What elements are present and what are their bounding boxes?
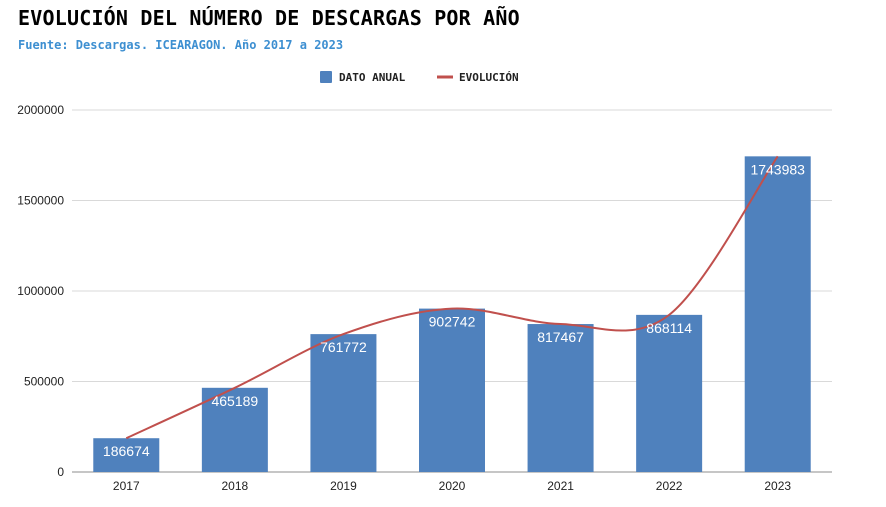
data-label-2021: 817467 xyxy=(537,329,584,345)
data-label-2022: 868114 xyxy=(646,320,692,336)
bar-2018 xyxy=(201,387,268,472)
line-series xyxy=(125,155,779,440)
legend-label-bar: DATO ANUAL xyxy=(339,71,406,84)
data-label-2019: 761772 xyxy=(320,339,367,355)
bar-2021 xyxy=(527,324,594,472)
x-tick-label: 2021 xyxy=(547,479,574,493)
bar-series xyxy=(93,156,811,472)
chart-title: EVOLUCIÓN DEL NÚMERO DE DESCARGAS POR AÑ… xyxy=(18,6,520,30)
bar-2019 xyxy=(310,334,377,472)
y-tick-label: 0 xyxy=(57,465,64,479)
data-label-2017: 186674 xyxy=(103,443,150,459)
x-axis-ticks: 2017 2018 2019 2020 2021 2022 2023 xyxy=(113,479,791,493)
legend-swatch-bar xyxy=(320,71,332,83)
data-label-2023: 1743983 xyxy=(750,161,805,177)
bar-2023 xyxy=(744,156,811,472)
data-label-2018: 465189 xyxy=(211,393,258,409)
x-tick-label: 2018 xyxy=(222,479,249,493)
y-tick-label: 500000 xyxy=(24,375,64,389)
y-tick-label: 2000000 xyxy=(17,103,64,117)
x-tick-label: 2022 xyxy=(656,479,683,493)
x-tick-label: 2023 xyxy=(764,479,791,493)
evolution-line xyxy=(125,155,779,440)
x-tick-label: 2019 xyxy=(330,479,357,493)
legend-label-line: EVOLUCIÓN xyxy=(459,71,519,84)
chart-subtitle: Fuente: Descargas. ICEARAGON. Año 2017 a… xyxy=(18,38,344,52)
legend: DATO ANUAL EVOLUCIÓN xyxy=(320,71,519,84)
bar-2017 xyxy=(93,438,160,472)
y-tick-label: 1000000 xyxy=(17,284,64,298)
bar-2022 xyxy=(636,314,703,472)
bar-2020 xyxy=(419,308,485,472)
y-tick-label: 1500000 xyxy=(17,194,64,208)
x-tick-label: 2020 xyxy=(439,479,466,493)
y-axis-ticks: 0 500000 1000000 1500000 2000000 xyxy=(17,103,64,479)
data-label-2020: 902742 xyxy=(429,314,476,330)
x-tick-label: 2017 xyxy=(113,479,140,493)
data-labels: 186674 465189 761772 902742 817467 868114 1743… xyxy=(103,161,805,459)
